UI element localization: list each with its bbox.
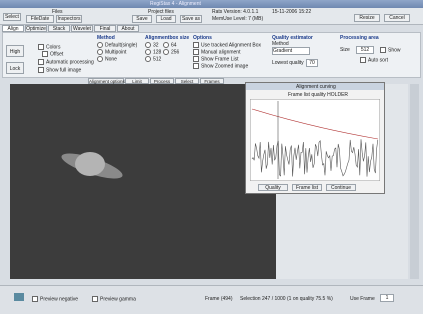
tab[interactable]: Align (2, 25, 24, 32)
radio[interactable]: 64 (163, 42, 177, 48)
radio[interactable]: 32 (145, 42, 159, 48)
group-title: Alignmentbox size (145, 35, 189, 41)
screen: RegiStax 4 - Alignment Select Files File… (0, 0, 423, 314)
quality-plot (250, 99, 380, 181)
select-button[interactable]: Select (3, 13, 21, 21)
checkbox[interactable]: Show Frame List (193, 56, 239, 62)
graph-window: Alignment curving Frame list quality HOL… (245, 82, 385, 194)
checkbox[interactable]: Preview negative (32, 296, 78, 302)
save-button[interactable]: Save (132, 15, 152, 23)
planet (75, 152, 105, 176)
quality-button[interactable]: Quality (258, 184, 288, 191)
high-button[interactable]: High (6, 45, 24, 57)
frame-list-button[interactable]: Frame list (292, 184, 322, 191)
group-title: Options (193, 35, 212, 41)
use-frame-label: Use Frame (350, 296, 375, 302)
color-swatch (14, 293, 24, 301)
method-dropdown[interactable]: Gradient (272, 47, 310, 55)
resize-button[interactable]: Resize (354, 14, 380, 22)
size-input[interactable]: 512 (356, 46, 374, 54)
saturn-image (10, 84, 276, 279)
cancel-button[interactable]: Cancel (384, 14, 410, 22)
checkbox[interactable]: Manual alignment (193, 49, 240, 55)
inspectors-button[interactable]: Inspectors (56, 15, 82, 23)
version-text: Rats Version: 4.0.1.1 (212, 9, 258, 15)
window-title: RegiStax 4 - Alignment (150, 1, 201, 7)
frame-text: Frame (494) (205, 296, 233, 302)
group-title: Method (97, 35, 115, 41)
graph-subtitle: Frame list quality HOLDER (288, 92, 348, 98)
checkbox[interactable]: Automatic processing (38, 59, 94, 65)
size-label: Size (340, 47, 350, 53)
checkbox[interactable]: Show (380, 47, 401, 53)
radio[interactable]: Default(single) (97, 42, 137, 48)
plot-frame (250, 99, 380, 181)
lowest-input[interactable]: 70 (306, 59, 318, 67)
tab[interactable]: About (117, 25, 139, 32)
scrollbar[interactable] (410, 84, 419, 279)
continue-button[interactable]: Continue (326, 184, 356, 191)
lowest-label: Lowest quality (272, 60, 304, 66)
sub-tab[interactable]: Alignment options (88, 78, 124, 84)
checkbox[interactable]: Use tracked Alignment Box (193, 42, 261, 48)
sub-tab[interactable]: Select (175, 78, 199, 84)
load-button[interactable]: Load (156, 15, 176, 23)
checkbox[interactable]: Preview gamma (92, 296, 136, 302)
datetime-text: 15-11-2006 15:22 (272, 9, 311, 15)
graph-title-bar: Alignment curving (246, 83, 384, 90)
tab[interactable]: Stack (48, 25, 70, 32)
radio[interactable]: 128 (145, 49, 161, 55)
title-bar: RegiStax 4 - Alignment (0, 0, 423, 8)
sub-tab[interactable]: Process (150, 78, 174, 84)
radio[interactable]: None (97, 56, 117, 62)
radio[interactable]: 512 (145, 56, 161, 62)
checkbox[interactable]: Auto sort (360, 57, 388, 63)
sub-tab[interactable]: Frames (200, 78, 224, 84)
filedate-button[interactable]: FileDate (26, 15, 54, 23)
memuse-text: MemUse Level: 7 (MB) (212, 16, 263, 22)
lock-button[interactable]: Lock (6, 62, 24, 74)
image-view (10, 84, 276, 279)
tab[interactable]: Optimize (25, 25, 47, 32)
checkbox[interactable]: Colors (38, 44, 60, 50)
selection-text: Selection 247 / 1000 (1 on quality 75.5 … (240, 296, 333, 302)
graph-title: Alignment curving (296, 84, 336, 90)
checkbox[interactable]: Show Zoomed image (193, 63, 248, 69)
checkbox[interactable]: Offset (42, 51, 63, 57)
group-title: Processing area (340, 35, 379, 41)
radio[interactable]: Multipoint (97, 49, 126, 55)
radio[interactable]: 256 (163, 49, 179, 55)
checkbox[interactable]: Show full image (38, 67, 81, 73)
tab[interactable]: Final (94, 25, 116, 32)
sub-tab[interactable]: Limit (125, 78, 149, 84)
frame-input[interactable]: 1 (380, 294, 394, 302)
save-as-button[interactable]: Save as (180, 15, 202, 23)
tab[interactable]: Wavelet (71, 25, 93, 32)
